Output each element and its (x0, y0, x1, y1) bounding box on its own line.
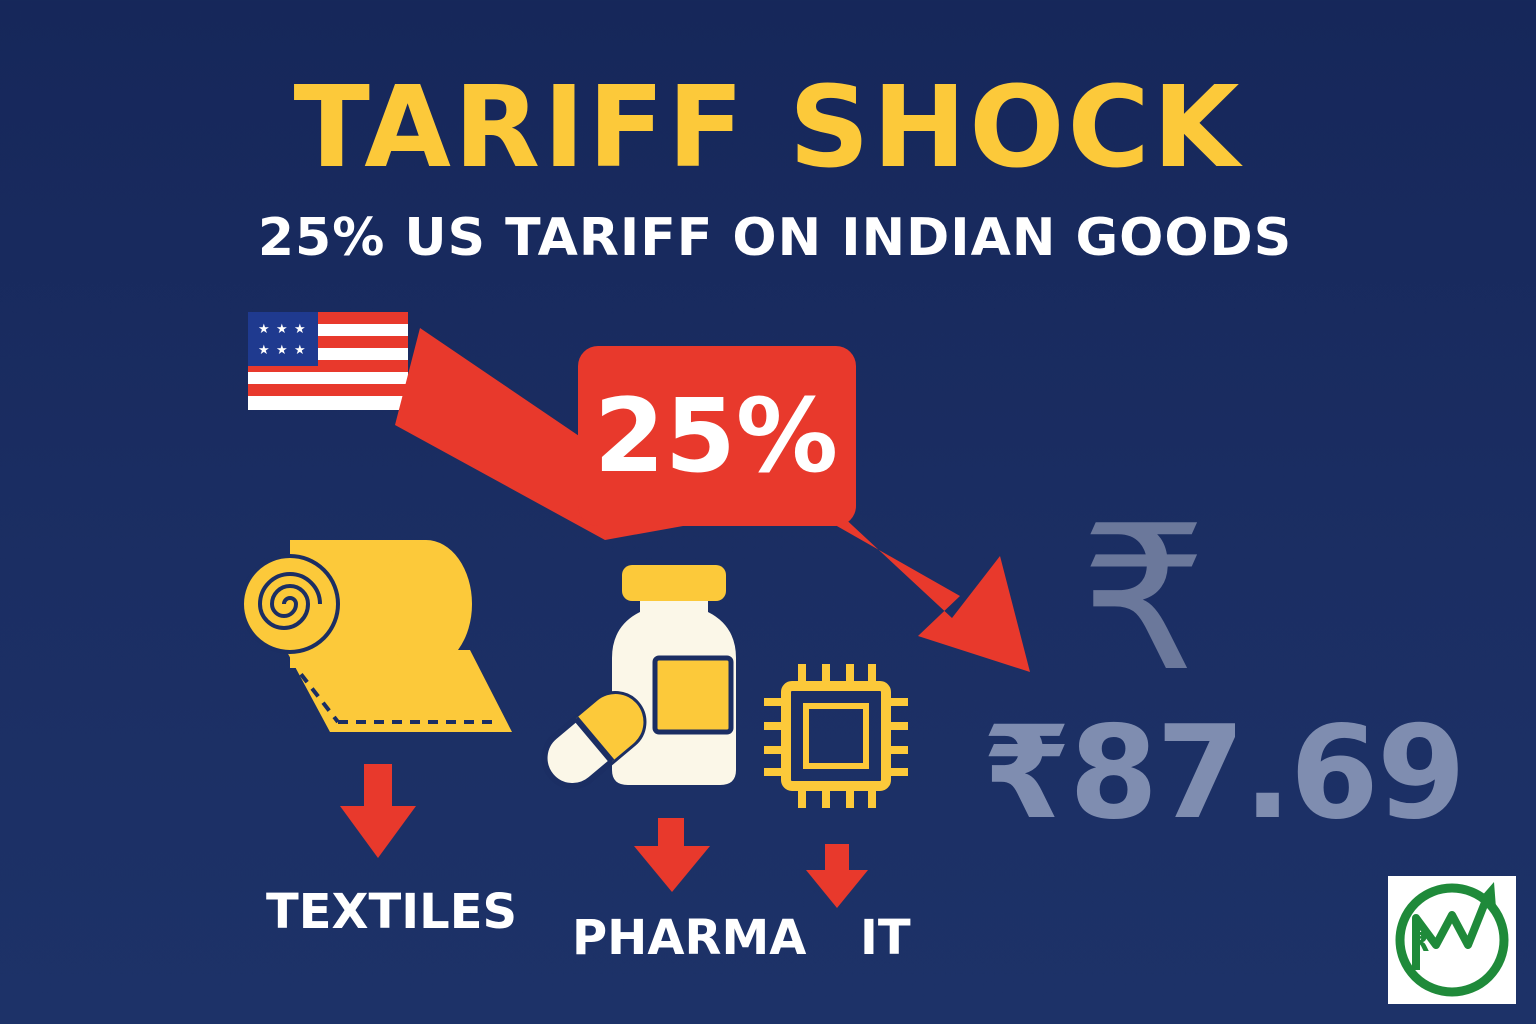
exchange-rate-value: ₹87.69 (982, 699, 1466, 848)
svg-text:★: ★ (258, 322, 270, 337)
us-flag-icon: ★ ★ ★ ★ ★ ★ (248, 312, 408, 410)
svg-text:★: ★ (258, 343, 270, 358)
svg-text:★: ★ (276, 322, 288, 337)
category-label-pharma: PHARMA (572, 910, 807, 966)
tariff-badge-label: 25% (593, 377, 839, 496)
svg-text:★: ★ (294, 343, 306, 358)
svg-text:★: ★ (276, 343, 288, 358)
capsule-icon (541, 691, 647, 789)
rupee-icon: ₹ (1080, 483, 1208, 716)
logo-emblem-overlay (1395, 882, 1509, 997)
fabric-roll-icon (240, 540, 512, 732)
pharma-down-arrow-icon (634, 818, 710, 892)
microchip-icon (764, 664, 908, 808)
category-label-textiles: TEXTILES (266, 884, 518, 940)
textiles-down-arrow-icon (340, 764, 416, 858)
medicine-bottle-icon (612, 565, 736, 785)
tariff-badge (578, 346, 856, 526)
category-label-it: IT (860, 910, 911, 966)
headline-title: TARIFF SHOCK (293, 63, 1243, 193)
svg-text:★: ★ (294, 322, 306, 337)
it-down-arrow-icon (806, 844, 868, 908)
headline-subtitle: 25% US TARIFF ON INDIAN GOODS (257, 208, 1293, 268)
